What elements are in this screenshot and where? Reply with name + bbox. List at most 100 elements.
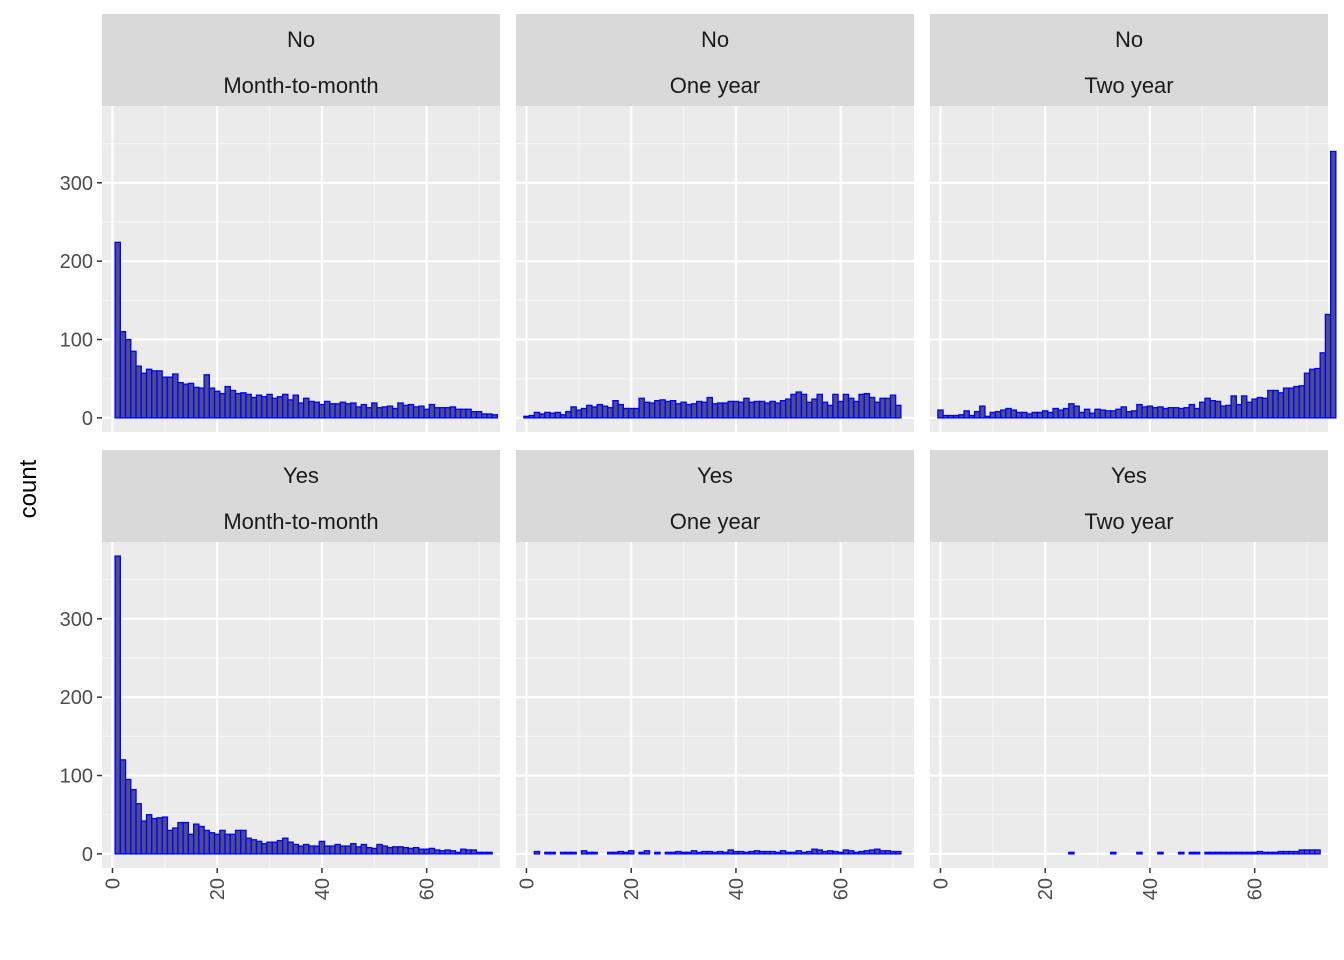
histogram-bar	[1230, 851, 1238, 855]
histogram-bar	[1047, 411, 1054, 419]
histogram-bar	[1036, 411, 1044, 419]
histogram-bar	[638, 397, 645, 419]
histogram-bar	[538, 413, 546, 419]
histogram-bar	[1240, 851, 1248, 855]
histogram-bar	[643, 401, 651, 419]
histogram-bar	[821, 850, 829, 855]
histogram-bar	[198, 387, 205, 419]
histogram-bar	[795, 850, 803, 855]
panel-background	[930, 106, 1328, 432]
histogram-bar	[963, 410, 970, 419]
histogram-bar	[1319, 352, 1327, 419]
histogram-bar	[172, 373, 179, 419]
histogram-bar	[371, 847, 378, 855]
histogram-bar	[1303, 372, 1311, 419]
histogram-bar	[984, 415, 991, 419]
histogram-bar	[1005, 407, 1012, 419]
histogram-bar	[454, 408, 462, 419]
histogram-bar	[1246, 401, 1253, 419]
histogram-bar	[1125, 410, 1133, 419]
histogram-bar	[418, 848, 425, 855]
histogram-bar	[339, 401, 347, 419]
histogram-bar	[1329, 150, 1337, 419]
histogram-bar	[580, 850, 588, 855]
histogram-bar	[722, 402, 729, 419]
histogram-bar	[790, 393, 797, 419]
histogram-bar	[292, 843, 300, 855]
histogram-bar	[570, 406, 577, 419]
histogram-bar	[1120, 406, 1128, 419]
histogram-bar	[360, 843, 368, 855]
facet-strip	[102, 14, 500, 106]
histogram-bar	[544, 411, 551, 419]
histogram-bar	[727, 400, 734, 419]
histogram-bar	[895, 404, 902, 419]
histogram-bar	[711, 403, 719, 419]
histogram-bar	[884, 397, 892, 419]
histogram-bar	[308, 845, 315, 855]
histogram-bar	[192, 386, 200, 419]
histogram-bar	[177, 381, 184, 419]
histogram-bar	[135, 803, 142, 855]
histogram-bar	[785, 851, 792, 855]
histogram-bar	[397, 402, 404, 419]
histogram-bar	[685, 851, 693, 855]
histogram-bar	[559, 414, 567, 419]
histogram-bar	[412, 846, 420, 855]
histogram-bar	[863, 392, 871, 419]
histogram-bar	[140, 372, 148, 419]
histogram-bar	[119, 759, 127, 855]
histogram-bar	[234, 829, 242, 855]
histogram-bar	[1256, 396, 1264, 419]
histogram-bar	[722, 851, 729, 855]
histogram-bar	[1151, 407, 1159, 419]
histogram-bar	[622, 851, 630, 855]
histogram-bar	[612, 400, 619, 419]
histogram-bar	[701, 401, 708, 419]
histogram-bar	[449, 406, 457, 419]
histogram-bar	[617, 403, 625, 419]
histogram-bar	[376, 407, 383, 419]
facet-panel: Yes One year 0 20 40 60	[516, 450, 914, 900]
histogram-bar	[1298, 849, 1306, 855]
histogram-bar	[1219, 851, 1227, 855]
histogram-bar	[465, 408, 472, 419]
histogram-bar	[224, 385, 231, 419]
histogram-bar	[130, 350, 137, 419]
histogram-bar	[701, 850, 708, 855]
histogram-bar	[412, 406, 420, 419]
x-tick-label: 60	[1245, 878, 1267, 900]
histogram-bar	[1110, 851, 1117, 855]
histogram-bar	[240, 829, 247, 855]
histogram-bar	[1183, 407, 1190, 419]
histogram-bar	[266, 393, 273, 419]
histogram-bar	[696, 400, 703, 419]
histogram-bar	[942, 414, 949, 419]
histogram-bar	[240, 392, 247, 419]
histogram-bar	[1068, 403, 1075, 419]
facet-strip-col-label: One year	[670, 73, 761, 98]
histogram-bar	[805, 850, 813, 855]
panel-background	[516, 542, 914, 868]
facet-strip-row-label: Yes	[1111, 463, 1147, 488]
histogram-bar	[1230, 395, 1238, 419]
histogram-bar	[732, 850, 740, 855]
histogram-bar	[664, 851, 672, 855]
histogram-bar	[203, 374, 211, 419]
x-tick-label: 60	[831, 878, 853, 900]
histogram-bar	[706, 396, 714, 419]
histogram-bar	[444, 849, 451, 855]
histogram-bar	[837, 851, 844, 855]
histogram-bar	[1062, 407, 1070, 419]
histogram-bar	[785, 398, 792, 419]
histogram-bar	[245, 837, 252, 855]
histogram-bar	[245, 393, 252, 419]
histogram-bar	[491, 414, 499, 419]
histogram-bar	[596, 403, 604, 419]
histogram-bar	[832, 850, 839, 855]
y-tick-label: 200	[60, 251, 93, 273]
histogram-bar	[402, 404, 410, 419]
histogram-bar	[863, 850, 871, 855]
facet-panel: No Two year	[930, 14, 1337, 432]
